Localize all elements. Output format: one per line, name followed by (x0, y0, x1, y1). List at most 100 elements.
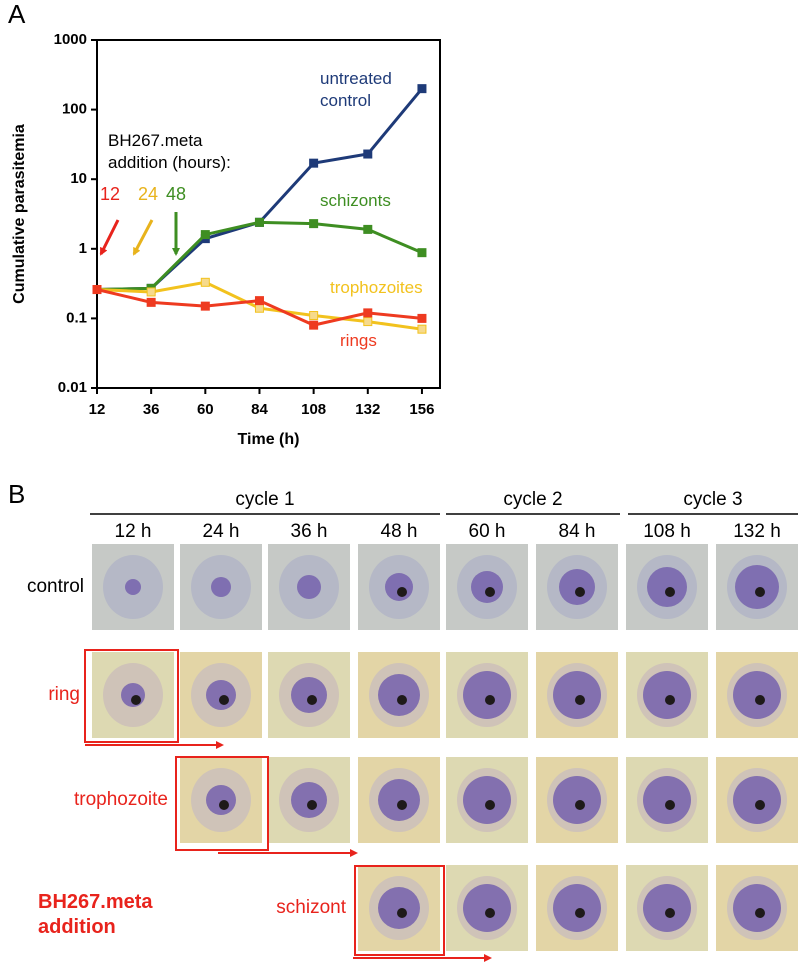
annotation-text: BH267.meta addition (hours): (108, 131, 231, 172)
cycle-label: cycle 1 (235, 489, 294, 510)
data-point (200, 230, 210, 240)
pigment (219, 800, 229, 810)
data-point (146, 287, 156, 297)
series-label: schizonts (320, 191, 391, 210)
panel-label: A (8, 0, 26, 29)
data-point (254, 303, 264, 313)
parasite (471, 571, 503, 603)
parasite (291, 782, 327, 818)
y-tick-label: 1000 (54, 31, 87, 48)
pigment (755, 695, 765, 705)
pigment (485, 695, 495, 705)
pigment (575, 587, 585, 597)
parasite (291, 677, 327, 713)
data-point (146, 297, 156, 307)
time-label: 132 h (733, 521, 781, 542)
pigment (131, 695, 141, 705)
time-label: 108 h (643, 521, 691, 542)
pigment (485, 908, 495, 918)
start-box (84, 649, 179, 743)
row-label: schizont (276, 897, 346, 918)
data-point (417, 248, 427, 258)
parasite (385, 573, 413, 601)
parasite (206, 680, 236, 710)
annotation-hour: 24 (138, 184, 158, 204)
parasite (211, 577, 231, 597)
pigment (575, 908, 585, 918)
parasite (733, 671, 781, 719)
parasite (733, 776, 781, 824)
data-point (254, 217, 264, 227)
data-point (92, 285, 102, 295)
pigment (397, 908, 407, 918)
parasite (643, 884, 691, 932)
row-label: control (27, 576, 84, 597)
x-tick-label: 12 (89, 401, 106, 418)
parasite (733, 884, 781, 932)
annotation-arrow (132, 219, 154, 256)
time-label: 60 h (469, 521, 506, 542)
x-axis-label: Time (h) (238, 431, 300, 448)
parasite (206, 785, 236, 815)
start-box (354, 865, 445, 956)
data-point (363, 308, 373, 318)
row-label: trophozoite (74, 789, 168, 810)
data-point (417, 313, 427, 323)
parasite (559, 569, 595, 605)
parasite (553, 776, 601, 824)
pigment (307, 800, 317, 810)
panel-label: B (8, 479, 25, 509)
x-tick-label: 36 (143, 401, 160, 418)
data-point (309, 311, 319, 321)
pigment (575, 800, 585, 810)
data-point (363, 149, 373, 159)
parasite (463, 884, 511, 932)
pigment (397, 800, 407, 810)
time-label: 36 h (291, 521, 328, 542)
pigment (485, 800, 495, 810)
data-point (309, 158, 319, 168)
start-box (175, 756, 269, 851)
data-point (417, 84, 427, 94)
x-tick-label: 132 (355, 401, 380, 418)
y-tick-label: 10 (70, 170, 87, 187)
parasite (297, 575, 321, 599)
data-point (200, 301, 210, 311)
pigment (665, 908, 675, 918)
pigment (665, 800, 675, 810)
parasite (647, 567, 687, 607)
cycle-label: cycle 3 (683, 489, 742, 510)
cycle-label: cycle 2 (503, 489, 562, 510)
time-label: 24 h (203, 521, 240, 542)
pigment (755, 800, 765, 810)
x-tick-label: 108 (301, 401, 326, 418)
pigment (397, 695, 407, 705)
data-point (363, 224, 373, 234)
annotation-arrow (99, 219, 120, 256)
parasite (553, 884, 601, 932)
x-tick-label: 156 (409, 401, 434, 418)
parasite (643, 776, 691, 824)
parasite (643, 671, 691, 719)
parasite (378, 674, 420, 716)
pigment (219, 695, 229, 705)
pigment (755, 908, 765, 918)
data-point (417, 324, 427, 334)
data-point (254, 296, 264, 306)
y-tick-label: 100 (62, 101, 87, 118)
series-label: trophozoites (330, 278, 423, 297)
x-tick-label: 60 (197, 401, 214, 418)
parasite (378, 887, 420, 929)
y-axis-label: Cumulative parasitemia (11, 124, 28, 304)
pigment (485, 587, 495, 597)
y-tick-label: 0.1 (66, 309, 87, 326)
pigment (397, 587, 407, 597)
data-point (309, 219, 319, 229)
pigment (665, 587, 675, 597)
annotation-hour: 12 (100, 184, 120, 204)
series-label: rings (340, 331, 377, 350)
parasite (553, 671, 601, 719)
y-tick-label: 0.01 (58, 379, 87, 396)
